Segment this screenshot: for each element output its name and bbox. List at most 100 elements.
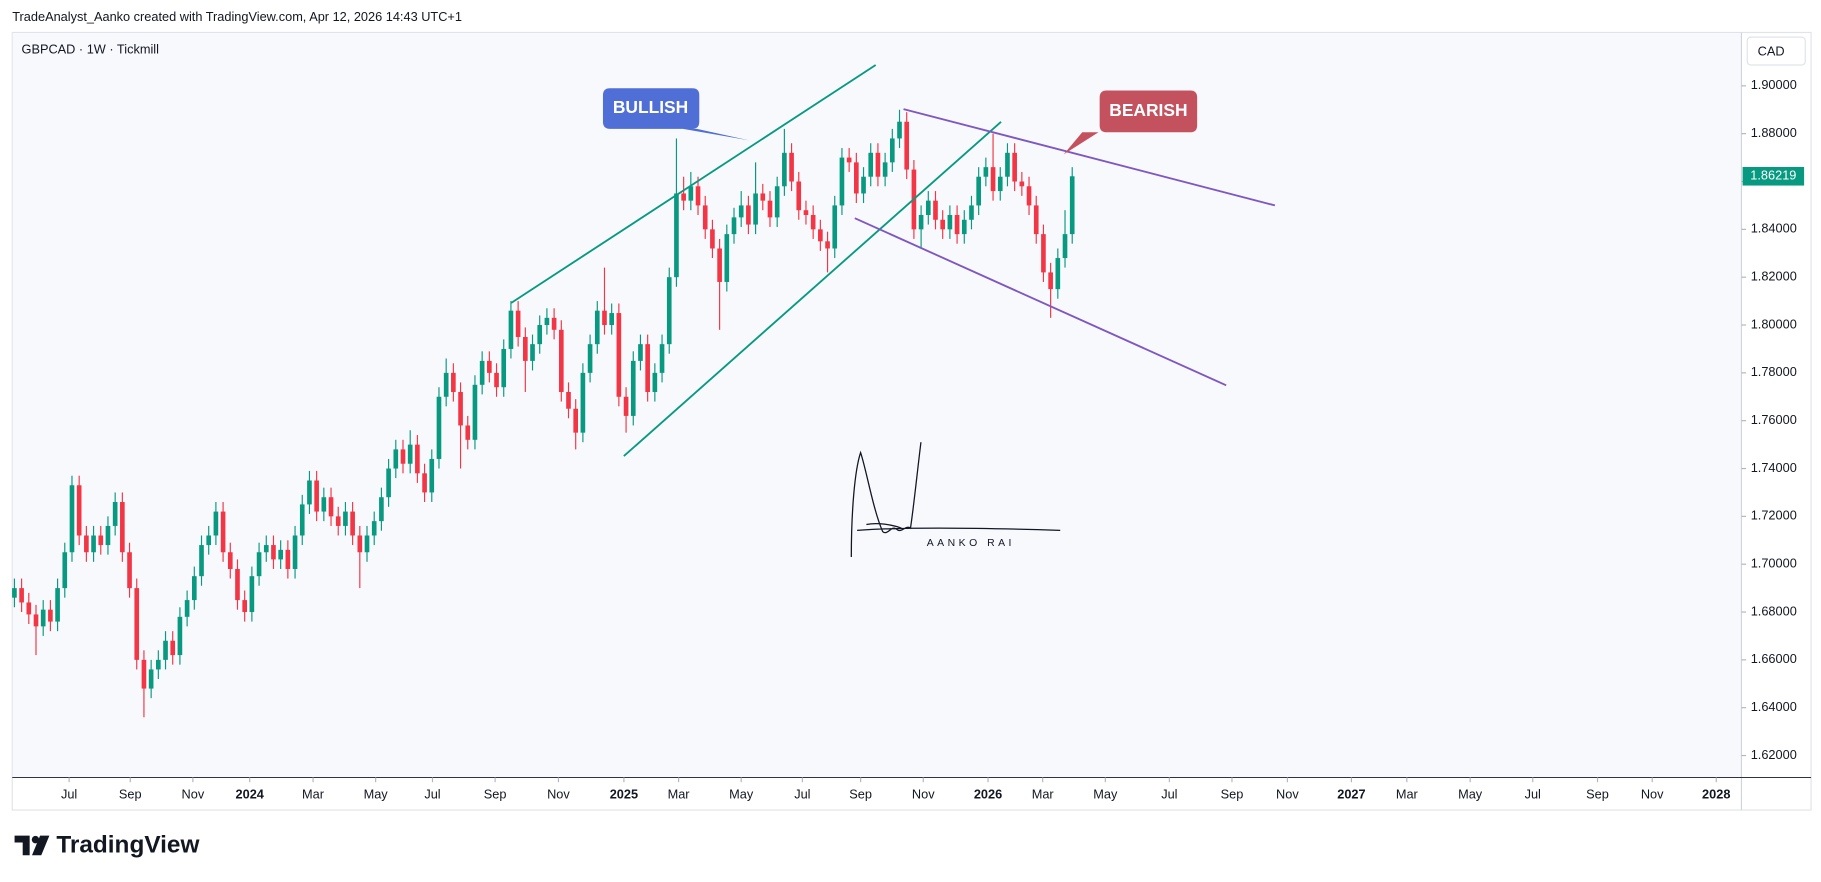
candle-body	[717, 248, 722, 282]
candle-body	[127, 552, 132, 589]
y-tick-label: 1.82000	[1751, 269, 1797, 284]
candle-body	[580, 372, 586, 433]
candle-body	[969, 205, 974, 220]
candles	[12, 109, 1075, 718]
candle-body	[321, 497, 327, 512]
candle-body	[638, 344, 643, 361]
candle-body	[386, 468, 391, 498]
candle-body	[19, 588, 24, 603]
candle-body	[422, 473, 427, 493]
candle-body	[652, 372, 658, 392]
candle-body	[688, 186, 694, 201]
candle-body	[12, 588, 17, 598]
candle-body	[357, 535, 363, 553]
candle-body	[558, 329, 564, 392]
candle-body	[105, 525, 111, 546]
x-tick-label: Sep	[484, 786, 507, 801]
symbol-title: GBPCAD · 1W · Tickmill	[22, 41, 159, 56]
candle-body	[897, 121, 902, 139]
candle-body	[810, 214, 816, 230]
y-tick-label: 1.70000	[1751, 556, 1797, 571]
candle-body	[328, 497, 334, 517]
candle-body	[371, 521, 377, 536]
candle-body	[854, 162, 859, 194]
x-tick-label: 2024	[236, 786, 265, 801]
candle-body	[393, 449, 399, 469]
candle-body	[602, 310, 607, 326]
candle-body	[120, 502, 125, 553]
callout-bearish	[1063, 90, 1198, 155]
candle-body	[156, 659, 161, 670]
x-tick-label: Jul	[424, 786, 440, 801]
candle-body	[335, 516, 341, 526]
x-tick-label: Jul	[1525, 786, 1541, 801]
candle-body	[350, 511, 355, 536]
y-tick-label: 1.68000	[1751, 603, 1797, 618]
candle-body	[242, 600, 248, 613]
plot-area	[12, 33, 1741, 777]
last-price-box	[1742, 166, 1805, 186]
candle-body	[314, 480, 319, 512]
x-tick-label: Sep	[1586, 786, 1609, 801]
candle-body	[256, 552, 262, 577]
candle-body	[69, 485, 75, 553]
candle-body	[33, 614, 39, 627]
candle-body	[882, 162, 888, 177]
candle-body	[199, 545, 204, 577]
candle-body	[983, 167, 989, 177]
x-tick-label: Mar	[1032, 786, 1055, 801]
candle-body	[796, 181, 802, 211]
candle-body	[163, 640, 168, 660]
x-tick-label: Sep	[119, 786, 142, 801]
candle-body	[1041, 234, 1046, 273]
candle-body	[40, 609, 46, 627]
candle-body	[26, 602, 32, 615]
candle-body	[220, 511, 226, 553]
candle-body	[508, 310, 514, 349]
trend-line	[854, 217, 1227, 387]
candle-body	[134, 588, 140, 660]
trend-line	[903, 108, 1276, 207]
candle-body	[299, 504, 305, 536]
candle-body	[213, 511, 219, 536]
candle-body	[206, 535, 212, 546]
candle-body	[76, 485, 82, 536]
candle-body	[587, 344, 593, 373]
candle-body	[645, 344, 650, 392]
x-tick-label: May	[729, 786, 754, 801]
trend-line	[510, 64, 877, 304]
candle-body	[609, 313, 614, 326]
x-tick-label: May	[364, 786, 389, 801]
candle-body	[55, 588, 60, 622]
currency-button[interactable]	[1746, 36, 1806, 66]
candle-body	[861, 176, 866, 194]
candle-body	[818, 229, 823, 242]
candle-body	[702, 205, 708, 230]
candle-body	[738, 205, 744, 218]
candle-body	[681, 193, 686, 201]
candle-body	[530, 344, 535, 361]
x-tick-label: 2026	[974, 786, 1002, 801]
candle-body	[933, 200, 938, 220]
candle-body	[1005, 152, 1010, 177]
candle-body	[925, 200, 931, 215]
x-tick-label: Nov	[912, 786, 935, 801]
candle-body	[990, 167, 996, 192]
x-tick-label: May	[1093, 786, 1118, 801]
candle-body	[487, 360, 492, 373]
callout-text: BEARISH	[1109, 100, 1187, 120]
candle-body	[623, 396, 629, 416]
candle-body	[1062, 234, 1068, 259]
candle-body	[191, 576, 197, 601]
candle-body	[1048, 272, 1053, 290]
candle-body	[782, 152, 787, 187]
candle-body	[868, 152, 874, 177]
candle-body	[515, 310, 521, 337]
candle-body	[839, 157, 845, 206]
candle-body	[379, 497, 384, 522]
candle-body	[523, 336, 528, 361]
candle-body	[774, 186, 780, 218]
candle-body	[630, 360, 636, 416]
candle-body	[184, 600, 190, 617]
candle-body	[954, 214, 960, 235]
